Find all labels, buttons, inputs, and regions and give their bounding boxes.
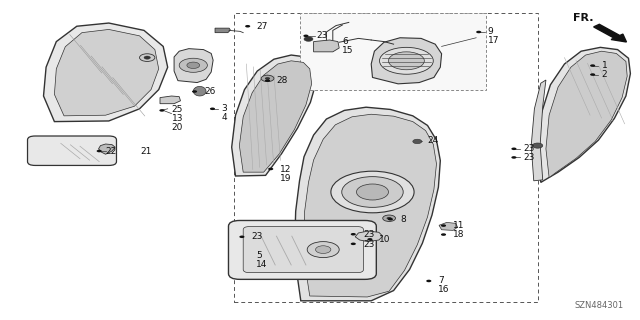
- Polygon shape: [439, 222, 458, 230]
- Polygon shape: [314, 40, 339, 52]
- FancyArrow shape: [594, 24, 627, 42]
- Circle shape: [388, 52, 424, 70]
- Polygon shape: [546, 51, 627, 178]
- Circle shape: [356, 184, 388, 200]
- Text: 25: 25: [172, 105, 183, 114]
- Circle shape: [476, 31, 481, 33]
- Text: 26: 26: [205, 87, 216, 96]
- Circle shape: [239, 236, 244, 238]
- Polygon shape: [355, 231, 383, 242]
- Polygon shape: [160, 96, 180, 104]
- Bar: [300, 13, 486, 90]
- Text: 19: 19: [280, 174, 292, 183]
- Circle shape: [351, 243, 356, 245]
- Circle shape: [261, 75, 274, 82]
- Circle shape: [413, 139, 422, 144]
- Circle shape: [532, 143, 543, 148]
- Text: 23: 23: [317, 31, 328, 40]
- Text: 3: 3: [221, 104, 227, 113]
- Text: 28: 28: [276, 76, 288, 85]
- Polygon shape: [174, 49, 213, 83]
- Text: 23: 23: [524, 144, 535, 153]
- Polygon shape: [232, 55, 317, 176]
- Polygon shape: [54, 29, 159, 116]
- Polygon shape: [193, 86, 206, 96]
- Text: SZN484301: SZN484301: [575, 301, 624, 310]
- Circle shape: [144, 56, 150, 59]
- Circle shape: [97, 150, 102, 152]
- Circle shape: [159, 109, 164, 112]
- Text: 2: 2: [602, 70, 607, 79]
- Text: 22: 22: [105, 147, 116, 156]
- Circle shape: [210, 108, 215, 110]
- Circle shape: [342, 177, 403, 207]
- Text: 1: 1: [602, 61, 607, 70]
- FancyBboxPatch shape: [243, 227, 364, 273]
- Text: 20: 20: [172, 123, 183, 132]
- Circle shape: [380, 47, 433, 74]
- Polygon shape: [303, 114, 436, 297]
- Text: 17: 17: [488, 36, 499, 45]
- Text: 13: 13: [172, 114, 183, 123]
- Text: 12: 12: [280, 165, 292, 174]
- Text: 4: 4: [221, 113, 227, 122]
- Circle shape: [304, 37, 313, 41]
- Circle shape: [316, 246, 331, 253]
- Circle shape: [331, 171, 414, 213]
- Text: 16: 16: [438, 285, 450, 294]
- Circle shape: [426, 280, 431, 282]
- Circle shape: [265, 79, 270, 82]
- Polygon shape: [239, 61, 312, 172]
- Circle shape: [268, 168, 273, 170]
- Polygon shape: [531, 80, 546, 181]
- FancyBboxPatch shape: [28, 136, 116, 165]
- Circle shape: [590, 64, 595, 67]
- Text: 21: 21: [141, 147, 152, 156]
- Text: 15: 15: [342, 46, 354, 55]
- Circle shape: [265, 77, 270, 80]
- Circle shape: [511, 156, 516, 159]
- Text: 14: 14: [256, 260, 268, 269]
- Circle shape: [140, 54, 155, 61]
- Text: 23: 23: [364, 240, 375, 249]
- Text: FR.: FR.: [573, 12, 593, 23]
- Text: 10: 10: [379, 236, 390, 244]
- Polygon shape: [538, 47, 630, 182]
- Circle shape: [511, 148, 516, 150]
- Circle shape: [387, 217, 392, 220]
- Bar: [234, 13, 538, 302]
- Text: 23: 23: [251, 232, 262, 241]
- Polygon shape: [99, 144, 115, 154]
- Polygon shape: [215, 28, 230, 33]
- Text: 6: 6: [342, 37, 348, 46]
- Circle shape: [351, 233, 356, 236]
- Text: 23: 23: [364, 230, 375, 239]
- Circle shape: [367, 238, 372, 241]
- Text: 7: 7: [438, 276, 444, 285]
- Circle shape: [590, 73, 595, 76]
- Text: 27: 27: [256, 22, 268, 31]
- Text: 18: 18: [453, 230, 465, 239]
- Text: 24: 24: [428, 136, 439, 145]
- FancyBboxPatch shape: [228, 220, 376, 279]
- Circle shape: [388, 218, 393, 220]
- Circle shape: [187, 62, 200, 68]
- Circle shape: [245, 25, 250, 28]
- Circle shape: [303, 35, 308, 37]
- Circle shape: [441, 233, 446, 236]
- Polygon shape: [294, 107, 440, 301]
- Text: 9: 9: [488, 28, 493, 36]
- Polygon shape: [371, 38, 442, 84]
- Circle shape: [307, 242, 339, 258]
- Text: 11: 11: [453, 221, 465, 230]
- Text: 23: 23: [524, 153, 535, 162]
- Text: 5: 5: [256, 252, 262, 260]
- Circle shape: [192, 90, 197, 93]
- Circle shape: [179, 58, 207, 72]
- Text: 8: 8: [400, 215, 406, 224]
- Polygon shape: [44, 23, 168, 122]
- Circle shape: [441, 224, 446, 227]
- Circle shape: [383, 215, 396, 221]
